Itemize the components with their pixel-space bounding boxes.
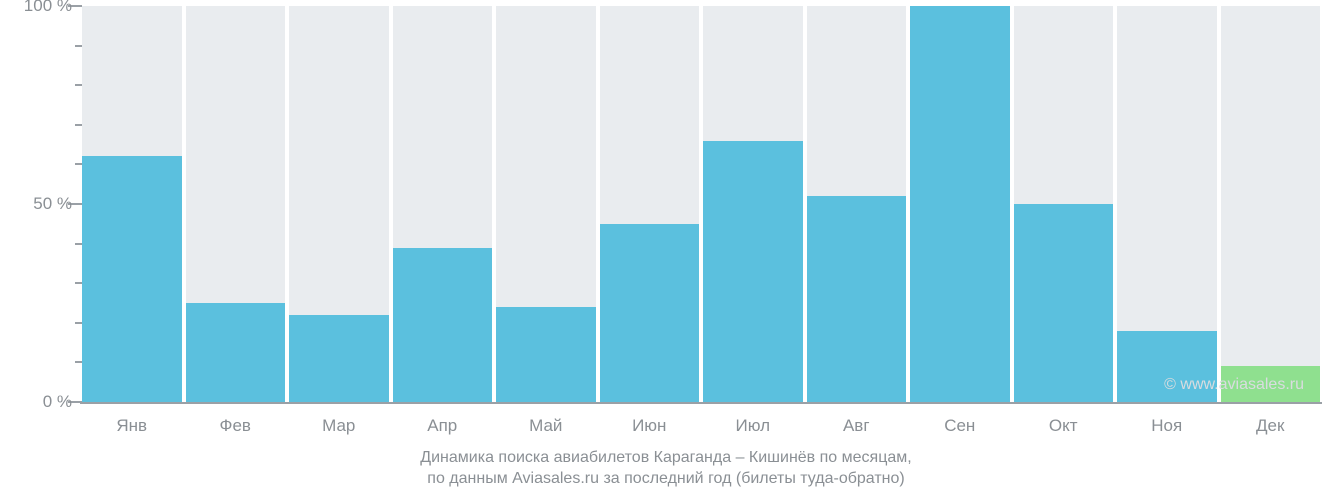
- bar-column: [805, 6, 909, 402]
- bar-slot: Май: [494, 6, 598, 402]
- bar-slot: Июл: [701, 6, 805, 402]
- bar-column: [701, 6, 805, 402]
- x-axis-label: Апр: [391, 402, 495, 436]
- x-axis-label: Сен: [908, 402, 1012, 436]
- bar-column: [184, 6, 288, 402]
- bar-slot: Фев: [184, 6, 288, 402]
- y-tick-minor: [75, 163, 82, 165]
- bar-fill: [703, 141, 803, 402]
- bar-remainder: [1117, 6, 1217, 331]
- y-axis-label: 100 %: [24, 0, 80, 16]
- y-axis-label: 0 %: [43, 392, 80, 412]
- x-axis-label: Май: [494, 402, 598, 436]
- bar-remainder: [703, 6, 803, 141]
- bar-column: [80, 6, 184, 402]
- y-tick-minor: [75, 243, 82, 245]
- y-tick-minor: [75, 45, 82, 47]
- bar-slot: Июн: [598, 6, 702, 402]
- y-tick-minor: [75, 282, 82, 284]
- bar-slot: Апр: [391, 6, 495, 402]
- bar-fill: [807, 196, 907, 402]
- y-tick-minor: [75, 322, 82, 324]
- chart-caption: Динамика поиска авиабилетов Караганда – …: [0, 447, 1332, 490]
- bar-fill: [600, 224, 700, 402]
- bar-chart: ЯнвФевМарАпрМайИюнИюлАвгСенОктНояДек 0 %…: [0, 0, 1332, 502]
- bar-fill: [186, 303, 286, 402]
- x-axis-label: Янв: [80, 402, 184, 436]
- x-axis-label: Июл: [701, 402, 805, 436]
- bar-column: [391, 6, 495, 402]
- x-axis-label: Фев: [184, 402, 288, 436]
- bar-column: [1115, 6, 1219, 402]
- y-tick-minor: [75, 84, 82, 86]
- y-tick-minor: [75, 124, 82, 126]
- bar-column: [494, 6, 598, 402]
- bar-remainder: [393, 6, 493, 248]
- bar-slot: Авг: [805, 6, 909, 402]
- bar-remainder: [807, 6, 907, 196]
- bar-slot: Ноя: [1115, 6, 1219, 402]
- bar-slot: Янв: [80, 6, 184, 402]
- bar-slot: Окт: [1012, 6, 1116, 402]
- bar-fill: [910, 6, 1010, 402]
- bar-column: [908, 6, 1012, 402]
- bars-group: ЯнвФевМарАпрМайИюнИюлАвгСенОктНояДек: [80, 6, 1322, 402]
- bar-fill: [289, 315, 389, 402]
- y-tick-minor: [75, 361, 82, 363]
- bar-fill: [1014, 204, 1114, 402]
- bar-fill: [393, 248, 493, 402]
- x-axis-label: Июн: [598, 402, 702, 436]
- bar-fill: [1221, 366, 1321, 402]
- bar-remainder: [82, 6, 182, 156]
- x-axis-label: Мар: [287, 402, 391, 436]
- y-axis-label: 50 %: [33, 194, 80, 214]
- bar-remainder: [496, 6, 596, 307]
- bar-column: [287, 6, 391, 402]
- bar-slot: Дек: [1219, 6, 1323, 402]
- x-axis-baseline: [80, 402, 1322, 404]
- bar-column: [1012, 6, 1116, 402]
- bar-remainder: [289, 6, 389, 315]
- bar-remainder: [1014, 6, 1114, 204]
- plot-area: ЯнвФевМарАпрМайИюнИюлАвгСенОктНояДек 0 %…: [80, 6, 1322, 402]
- bar-slot: Сен: [908, 6, 1012, 402]
- bar-column: [1219, 6, 1323, 402]
- bar-remainder: [600, 6, 700, 224]
- x-axis-label: Дек: [1219, 402, 1323, 436]
- bar-fill: [82, 156, 182, 402]
- bar-slot: Мар: [287, 6, 391, 402]
- caption-line-1: Динамика поиска авиабилетов Караганда – …: [0, 447, 1332, 469]
- bar-fill: [1117, 331, 1217, 402]
- bar-remainder: [1221, 6, 1321, 366]
- caption-line-2: по данным Aviasales.ru за последний год …: [0, 468, 1332, 490]
- x-axis-label: Окт: [1012, 402, 1116, 436]
- x-axis-label: Авг: [805, 402, 909, 436]
- x-axis-label: Ноя: [1115, 402, 1219, 436]
- bar-fill: [496, 307, 596, 402]
- bar-remainder: [186, 6, 286, 303]
- bar-column: [598, 6, 702, 402]
